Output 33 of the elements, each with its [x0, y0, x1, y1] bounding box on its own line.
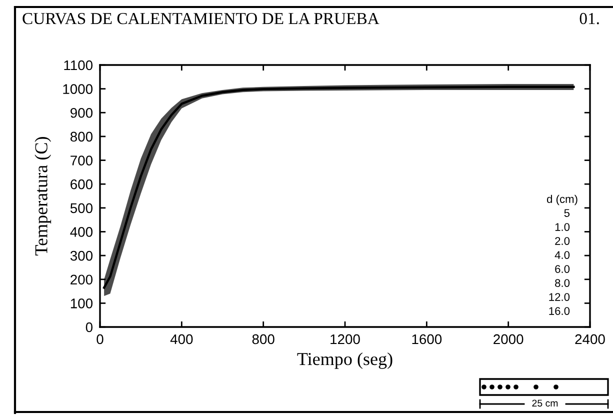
- chart-title: CURVAS DE CALENTAMIENTO DE LA PRUEBA: [22, 12, 380, 24]
- annotation: d (cm): [546, 194, 578, 206]
- annotation: 8.0: [555, 279, 570, 287]
- y-tick-label: 300: [70, 250, 93, 261]
- annotation: 1.0: [555, 223, 570, 231]
- x-tick-label: 800: [252, 334, 274, 344]
- y-tick-label: 600: [70, 179, 93, 190]
- y-tick-label: 900: [70, 108, 93, 118]
- x-tick-label: 2400: [575, 334, 605, 344]
- annotation: 2.0: [555, 237, 570, 245]
- y-tick-label: 1100: [64, 60, 93, 70]
- y-tick-label: 700: [70, 156, 93, 166]
- y-tick-label: 800: [70, 132, 93, 142]
- text: 01.: [580, 12, 599, 24]
- y-tick-label: 200: [70, 274, 93, 285]
- x-tick-label: 1200: [330, 334, 360, 344]
- y-axis-title: Temperatura (C): [34, 137, 52, 256]
- annotation: 12.0: [549, 293, 570, 301]
- annotation: 4.0: [554, 251, 570, 259]
- annotation: 5: [564, 209, 570, 217]
- y-tick-label: 100: [70, 298, 93, 308]
- y-tick-label: 0: [86, 322, 93, 332]
- y-tick-label: 1000: [63, 84, 93, 94]
- y-tick-label: 500: [70, 203, 93, 214]
- x-tick-label: 1600: [412, 334, 442, 344]
- annotation: 6.0: [555, 265, 570, 273]
- x-tick-label: 0: [96, 334, 104, 344]
- y-tick-label: 400: [70, 227, 93, 237]
- x-axis-title: Tiempo (seg): [297, 352, 392, 369]
- text: 25 cm: [532, 400, 558, 407]
- x-tick-label: 2000: [494, 334, 524, 344]
- x-tick-label: 400: [170, 334, 193, 344]
- annotation: 16.0: [549, 307, 570, 315]
